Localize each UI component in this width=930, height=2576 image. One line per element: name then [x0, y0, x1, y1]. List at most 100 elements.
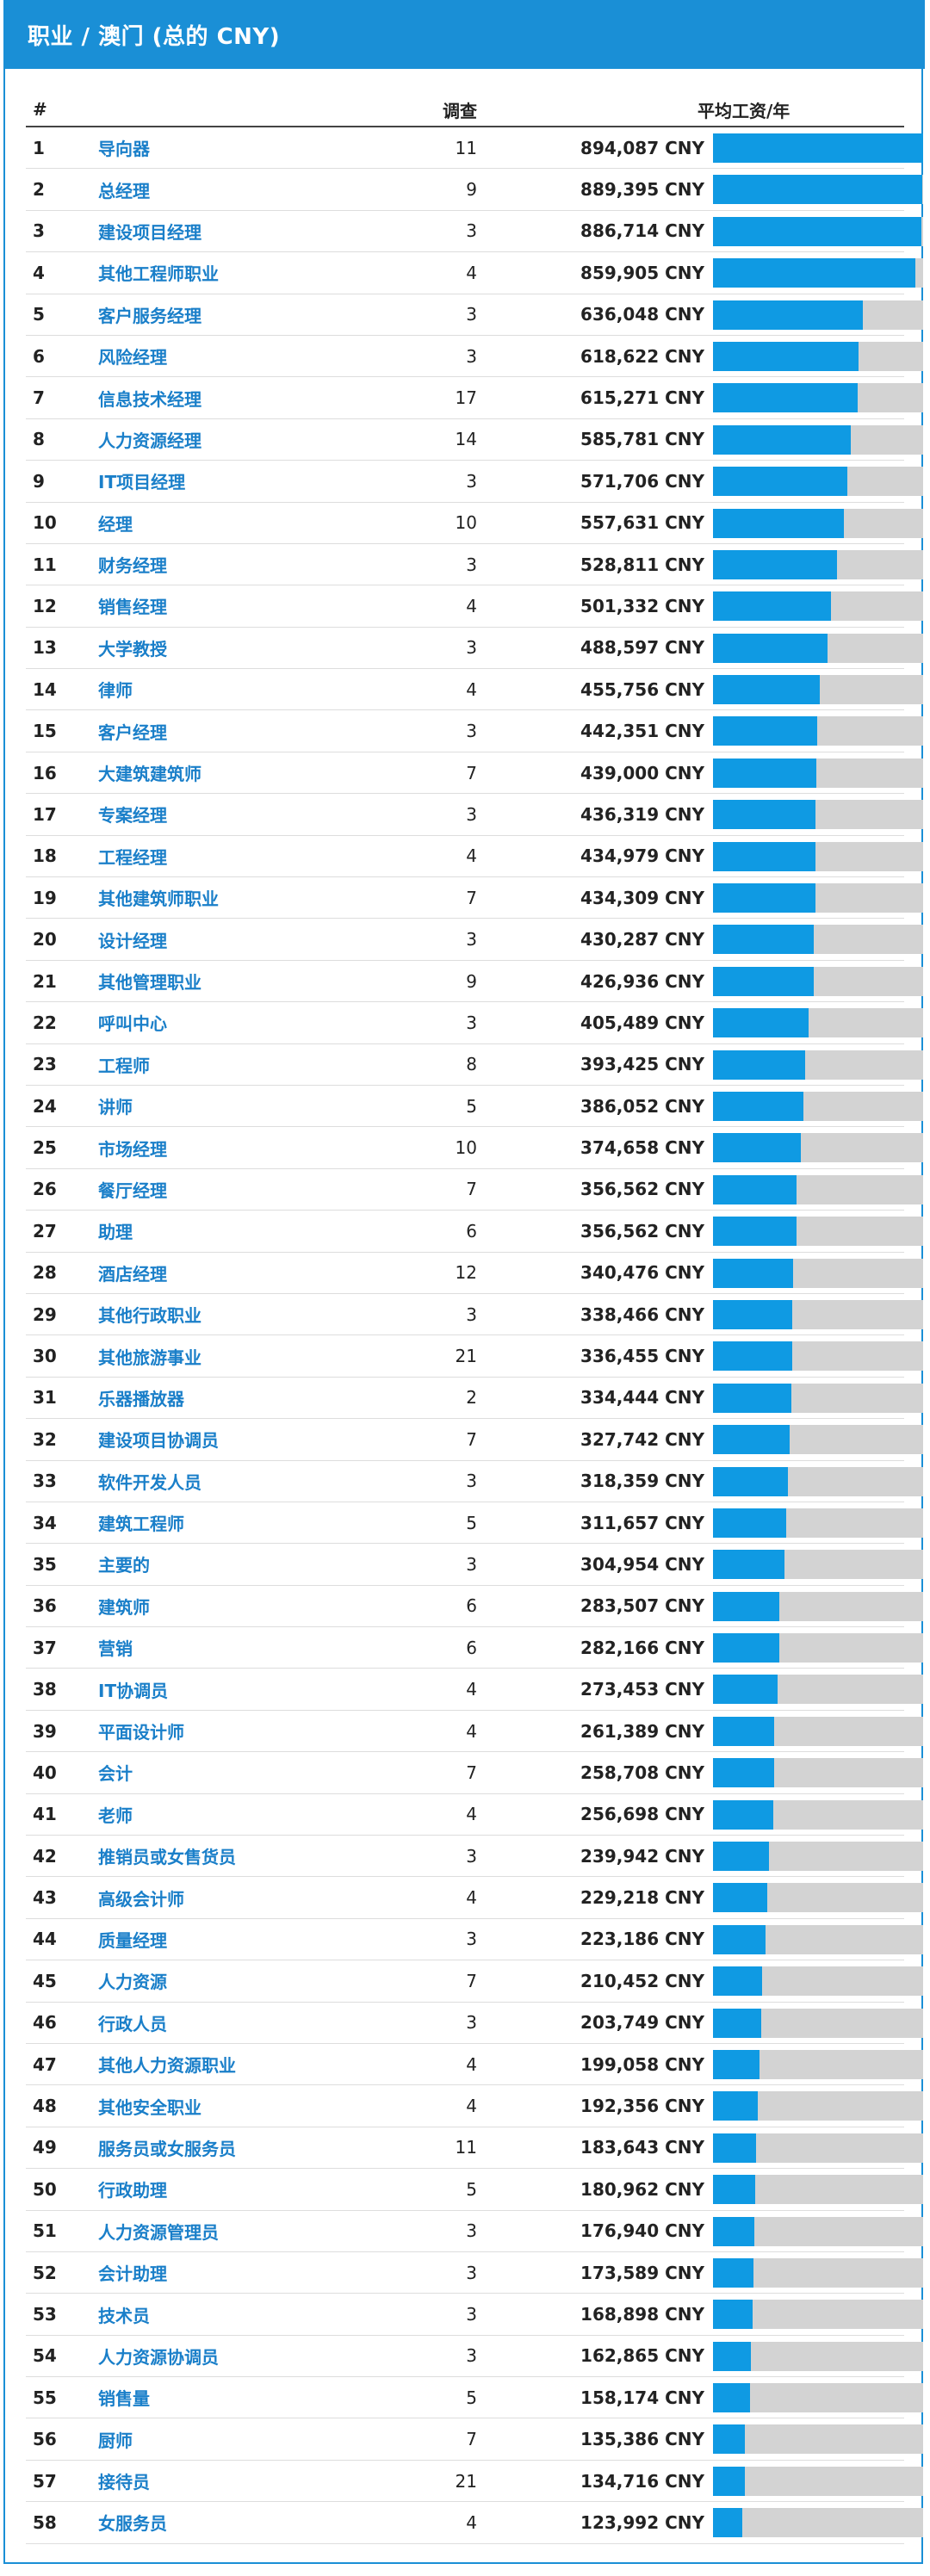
occupation-link[interactable]: 其他行政职业 [98, 1305, 202, 1327]
occupation-link[interactable]: 营销 [98, 1638, 133, 1660]
occupation-link[interactable]: 销售经理 [98, 597, 167, 618]
occupation-link[interactable]: 女服务员 [98, 2513, 167, 2535]
salary-bar [713, 1383, 792, 1413]
salary-bar-track [713, 2466, 923, 2496]
occupation-link[interactable]: 接待员 [98, 2472, 150, 2493]
survey-count: 3 [466, 345, 477, 367]
occupation-link[interactable]: 其他建筑师职业 [98, 889, 219, 910]
occupation-link[interactable]: 其他安全职业 [98, 2096, 202, 2118]
avg-salary: 210,452 CNY [580, 1970, 704, 1991]
row-rank: 26 [33, 1179, 57, 1200]
occupation-link[interactable]: 设计经理 [98, 930, 167, 951]
occupation-link[interactable]: 大建筑建筑师 [98, 764, 202, 785]
salary-bar [713, 1842, 770, 1872]
occupation-link[interactable]: 人力资源管理员 [98, 2221, 219, 2243]
avg-salary: 334,444 CNY [580, 1387, 704, 1409]
occupation-link[interactable]: 平面设计师 [98, 1722, 184, 1743]
salary-bar-track [713, 2175, 923, 2205]
occupation-link[interactable]: 建设项目协调员 [98, 1430, 219, 1452]
occupation-link[interactable]: 销售量 [98, 2388, 150, 2410]
avg-salary: 894,087 CNY [580, 137, 704, 158]
salary-table-card: 职业 / 澳门 (总的 CNY) # 调查 平均工资/年 1 导向器 11 894,0… [3, 0, 925, 2564]
occupation-link[interactable]: 乐器播放器 [98, 1388, 184, 1409]
occupation-link[interactable]: 建筑工程师 [98, 1514, 184, 1535]
occupation-link[interactable]: 经理 [98, 513, 133, 535]
survey-count: 4 [466, 2096, 477, 2117]
occupation-link[interactable]: 建设项目经理 [98, 221, 202, 243]
table-row: 35 主要的 3 304,954 CNY [26, 1544, 923, 1586]
survey-count: 3 [466, 470, 477, 492]
occupation-link[interactable]: 老师 [98, 1805, 133, 1826]
table-row: 31 乐器播放器 2 334,444 CNY [26, 1378, 923, 1420]
occupation-link[interactable]: 工程经理 [98, 846, 167, 868]
occupation-link[interactable]: 助理 [98, 1222, 133, 1243]
occupation-link[interactable]: 其他工程师职业 [98, 263, 219, 285]
occupation-link[interactable]: IT项目经理 [98, 472, 186, 493]
row-rank: 46 [33, 2012, 57, 2034]
occupation-link[interactable]: 人力资源经理 [98, 430, 202, 451]
row-rank: 44 [33, 1929, 57, 1950]
avg-salary: 488,597 CNY [580, 637, 704, 659]
occupation-link[interactable]: 律师 [98, 680, 133, 702]
salary-bar-track [713, 2133, 923, 2163]
occupation-link[interactable]: 工程师 [98, 1055, 150, 1076]
survey-count: 7 [466, 1970, 477, 1991]
occupation-link[interactable]: 服务员或女服务员 [98, 2138, 236, 2159]
table-row: 39 平面设计师 4 261,389 CNY [26, 1711, 923, 1753]
occupation-link[interactable]: 软件开发人员 [98, 1471, 202, 1493]
salary-bar-track [713, 1341, 923, 1372]
occupation-link[interactable]: 人力资源 [98, 1972, 167, 1993]
salary-bar-track [713, 1924, 923, 1954]
occupation-link[interactable]: 行政人员 [98, 2013, 167, 2034]
occupation-link[interactable]: 其他管理职业 [98, 972, 202, 993]
table-row: 41 老师 4 256,698 CNY [26, 1794, 923, 1836]
salary-bar [713, 2466, 745, 2496]
occupation-link[interactable]: 讲师 [98, 1097, 133, 1118]
occupation-link[interactable]: 推销员或女售货员 [98, 1847, 236, 1868]
occupation-link[interactable]: 导向器 [98, 139, 150, 160]
salary-bar-track [713, 1508, 923, 1538]
occupation-link[interactable]: 其他人力资源职业 [98, 2055, 236, 2077]
occupation-link[interactable]: 财务经理 [98, 555, 167, 577]
occupation-link[interactable]: IT协调员 [98, 1680, 169, 1701]
salary-bar [713, 258, 915, 288]
occupation-link[interactable]: 信息技术经理 [98, 388, 202, 410]
occupation-link[interactable]: 会计助理 [98, 2263, 167, 2285]
salary-bar [713, 1799, 774, 1830]
occupation-link[interactable]: 风险经理 [98, 347, 167, 368]
header-bar: 职业 / 澳门 (总的 CNY) [5, 0, 925, 69]
occupation-link[interactable]: 高级会计师 [98, 1888, 184, 1910]
occupation-link[interactable]: 主要的 [98, 1555, 150, 1576]
occupation-link[interactable]: 技术员 [98, 2305, 150, 2326]
row-rank: 19 [33, 887, 57, 908]
occupation-link[interactable]: 市场经理 [98, 1138, 167, 1160]
salary-bar [713, 1133, 802, 1163]
salary-bar [713, 300, 863, 330]
occupation-link[interactable]: 专案经理 [98, 805, 167, 827]
occupation-link[interactable]: 酒店经理 [98, 1263, 167, 1285]
occupation-link[interactable]: 建筑师 [98, 1596, 150, 1618]
table-row: 14 律师 4 455,756 CNY [26, 669, 923, 711]
row-rank: 37 [33, 1637, 57, 1658]
occupation-link[interactable]: 餐厅经理 [98, 1180, 167, 1201]
table-row: 8 人力资源经理 14 585,781 CNY [26, 419, 923, 461]
occupation-link[interactable]: 厨师 [98, 2430, 133, 2451]
occupation-link[interactable]: 客户服务经理 [98, 305, 202, 326]
occupation-link[interactable]: 大学教授 [98, 638, 167, 659]
row-rank: 40 [33, 1762, 57, 1783]
row-rank: 56 [33, 2429, 57, 2450]
row-rank: 49 [33, 2137, 57, 2158]
table-row: 20 设计经理 3 430,287 CNY [26, 919, 923, 961]
occupation-link[interactable]: 行政助理 [98, 2180, 167, 2201]
occupation-link[interactable]: 其他旅游事业 [98, 1347, 202, 1368]
avg-salary: 430,287 CNY [580, 929, 704, 951]
occupation-link[interactable]: 呼叫中心 [98, 1013, 167, 1035]
occupation-link[interactable]: 会计 [98, 1763, 133, 1785]
occupation-link[interactable]: 质量经理 [98, 1929, 167, 1951]
survey-count: 3 [466, 2304, 477, 2325]
table-row: 50 行政助理 5 180,962 CNY [26, 2169, 923, 2211]
occupation-link[interactable]: 人力资源协调员 [98, 2346, 219, 2368]
survey-count: 7 [466, 762, 477, 783]
occupation-link[interactable]: 总经理 [98, 180, 150, 201]
occupation-link[interactable]: 客户经理 [98, 721, 167, 743]
